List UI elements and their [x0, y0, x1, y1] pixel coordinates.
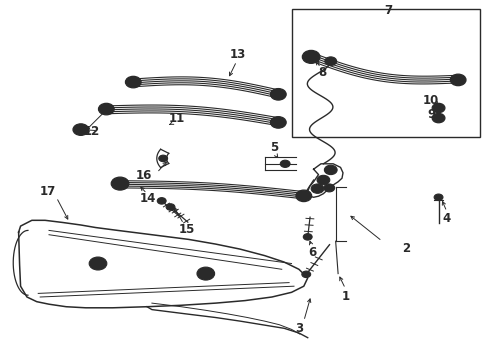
Circle shape — [325, 57, 337, 66]
Text: 1: 1 — [342, 291, 349, 303]
Circle shape — [303, 234, 312, 240]
Circle shape — [327, 167, 334, 172]
Text: 2: 2 — [402, 242, 410, 255]
Circle shape — [324, 184, 335, 192]
Circle shape — [274, 119, 283, 126]
Circle shape — [166, 204, 175, 210]
Polygon shape — [19, 220, 308, 308]
Text: 10: 10 — [423, 94, 440, 107]
Text: 9: 9 — [427, 108, 435, 121]
Text: 5: 5 — [270, 141, 278, 154]
Circle shape — [320, 177, 327, 183]
Circle shape — [157, 198, 166, 204]
Circle shape — [435, 116, 442, 121]
Text: 11: 11 — [168, 112, 185, 125]
Circle shape — [311, 184, 324, 193]
Circle shape — [76, 126, 85, 133]
Circle shape — [299, 193, 308, 199]
Text: 17: 17 — [40, 185, 56, 198]
Text: 3: 3 — [295, 322, 303, 335]
Circle shape — [129, 79, 138, 85]
Circle shape — [270, 117, 286, 128]
Circle shape — [434, 194, 443, 201]
Circle shape — [302, 271, 311, 278]
Circle shape — [327, 59, 334, 64]
Circle shape — [306, 53, 316, 60]
Text: 7: 7 — [384, 4, 392, 17]
Text: 13: 13 — [229, 48, 246, 61]
Circle shape — [73, 124, 89, 135]
Circle shape — [454, 77, 463, 83]
Circle shape — [324, 165, 337, 175]
Circle shape — [111, 177, 129, 190]
Circle shape — [432, 113, 445, 123]
Circle shape — [274, 91, 283, 98]
Circle shape — [89, 257, 107, 270]
Circle shape — [302, 50, 320, 63]
Circle shape — [296, 190, 312, 202]
Circle shape — [102, 106, 111, 112]
Circle shape — [125, 76, 141, 88]
Circle shape — [115, 180, 125, 187]
Circle shape — [450, 74, 466, 86]
Circle shape — [314, 186, 321, 191]
Circle shape — [432, 103, 445, 113]
Circle shape — [280, 160, 290, 167]
Circle shape — [435, 105, 442, 111]
Text: 6: 6 — [309, 246, 317, 259]
Circle shape — [98, 103, 114, 115]
Text: 14: 14 — [140, 192, 156, 205]
Circle shape — [326, 186, 332, 190]
Circle shape — [159, 155, 168, 162]
Text: 8: 8 — [318, 66, 326, 79]
Circle shape — [270, 89, 286, 100]
Text: 15: 15 — [179, 223, 196, 236]
Circle shape — [317, 175, 330, 185]
Text: 12: 12 — [84, 125, 100, 138]
Bar — [292, 9, 480, 137]
Text: 16: 16 — [135, 169, 152, 182]
Circle shape — [197, 267, 215, 280]
Text: 4: 4 — [443, 212, 451, 225]
